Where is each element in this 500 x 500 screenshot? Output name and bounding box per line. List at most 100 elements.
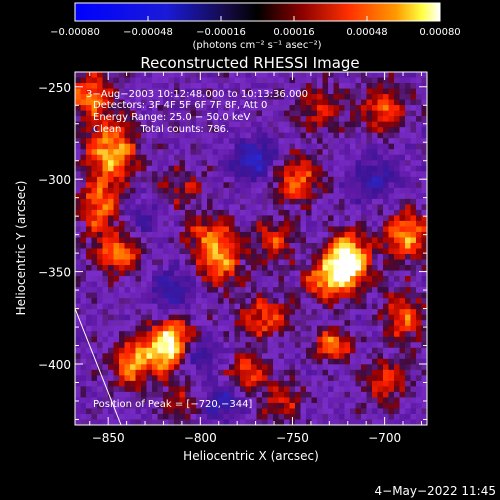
heatmap-cell <box>179 314 186 321</box>
heatmap-cell <box>80 325 87 332</box>
heatmap-cell <box>245 110 252 117</box>
heatmap-cell <box>91 325 98 332</box>
heatmap-cell <box>284 193 291 200</box>
heatmap-cell <box>289 248 296 255</box>
heatmap-cell <box>135 419 142 425</box>
heatmap-cell <box>339 176 346 183</box>
heatmap-cell <box>361 408 368 415</box>
heatmap-cell <box>130 320 137 327</box>
heatmap-cell <box>262 309 269 316</box>
heatmap-cell <box>256 419 263 425</box>
heatmap-cell <box>157 182 164 189</box>
heatmap-cell <box>240 237 247 244</box>
heatmap-cell <box>108 154 115 161</box>
heatmap-cell <box>311 408 318 415</box>
heatmap-cell <box>306 72 313 79</box>
heatmap-cell <box>240 160 247 167</box>
heatmap-cell <box>218 336 225 343</box>
heatmap-cell <box>350 165 357 172</box>
heatmap-cell <box>273 215 280 222</box>
heatmap-cell <box>361 116 368 123</box>
heatmap-cell <box>91 121 98 128</box>
heatmap-cell <box>152 331 159 338</box>
heatmap-cell <box>163 110 170 117</box>
heatmap-cell <box>311 248 318 255</box>
heatmap-cell <box>240 364 247 371</box>
heatmap-cell <box>350 276 357 283</box>
heatmap-cell <box>119 94 126 101</box>
heatmap-cell <box>317 94 324 101</box>
heatmap-cell <box>322 276 329 283</box>
heatmap-cell <box>157 287 164 294</box>
heatmap-cell <box>146 380 153 387</box>
heatmap-cell <box>372 298 379 305</box>
heatmap-cell <box>234 254 241 261</box>
heatmap-cell <box>91 165 98 172</box>
heatmap-cell <box>322 413 329 421</box>
heatmap-cell <box>421 270 427 277</box>
heatmap-cell <box>240 176 247 183</box>
heatmap-cell <box>300 94 307 101</box>
heatmap-cell <box>350 380 357 387</box>
heatmap-cell <box>300 413 307 421</box>
heatmap-cell <box>311 242 318 250</box>
heatmap-cell <box>311 364 318 371</box>
heatmap-cell <box>388 165 395 172</box>
heatmap-cell <box>207 369 214 376</box>
heatmap-cell <box>245 358 252 365</box>
heatmap-cell <box>201 413 208 421</box>
heatmap-cell <box>245 132 252 139</box>
heatmap-cell <box>113 353 120 360</box>
heatmap-cell <box>108 375 115 382</box>
heatmap-cell <box>179 121 186 128</box>
heatmap-cell <box>383 397 390 404</box>
heatmap-cell <box>163 270 170 277</box>
heatmap-cell <box>339 220 346 228</box>
heatmap-cell <box>146 154 153 161</box>
heatmap-cell <box>196 397 203 404</box>
heatmap-cell <box>157 386 164 393</box>
heatmap-cell <box>267 187 274 194</box>
heatmap-cell <box>416 226 423 233</box>
heatmap-cell <box>163 193 170 200</box>
heatmap-cell <box>196 369 203 376</box>
heatmap-cell <box>410 375 417 382</box>
heatmap-cell <box>97 320 104 327</box>
heatmap-cell <box>75 259 82 266</box>
heatmap-cell <box>146 138 153 145</box>
heatmap-cell <box>361 281 368 288</box>
heatmap-cell <box>146 391 153 399</box>
heatmap-cell <box>108 276 115 283</box>
heatmap-cell <box>278 204 285 211</box>
heatmap-cell <box>119 193 126 200</box>
heatmap-cell <box>421 220 427 228</box>
heatmap-cell <box>113 292 120 299</box>
heatmap-cell <box>108 165 115 172</box>
heatmap-cell <box>361 309 368 316</box>
heatmap-cell <box>344 320 351 327</box>
heatmap-cell <box>108 198 115 205</box>
heatmap-cell <box>97 413 104 421</box>
heatmap-cell <box>256 287 263 294</box>
heatmap-cell <box>306 419 313 425</box>
heatmap-cell <box>80 342 87 349</box>
heatmap-cell <box>317 226 324 233</box>
heatmap-cell <box>146 298 153 305</box>
heatmap-cell <box>212 149 219 156</box>
heatmap-cell <box>306 160 313 167</box>
heatmap-cell <box>300 83 307 90</box>
heatmap-cell <box>108 94 115 101</box>
heatmap-cell <box>394 88 401 95</box>
heatmap-cell <box>328 110 335 117</box>
heatmap-cell <box>108 270 115 277</box>
heatmap-cell <box>168 231 175 239</box>
heatmap-cell <box>113 176 120 183</box>
heatmap-cell <box>102 314 109 321</box>
heatmap-cell <box>174 353 181 360</box>
heatmap-cell <box>388 83 395 90</box>
heatmap-cell <box>190 220 197 228</box>
heatmap-cell <box>240 231 247 239</box>
heatmap-cell <box>284 375 291 382</box>
heatmap-cell <box>157 408 164 415</box>
heatmap-cell <box>344 209 351 217</box>
